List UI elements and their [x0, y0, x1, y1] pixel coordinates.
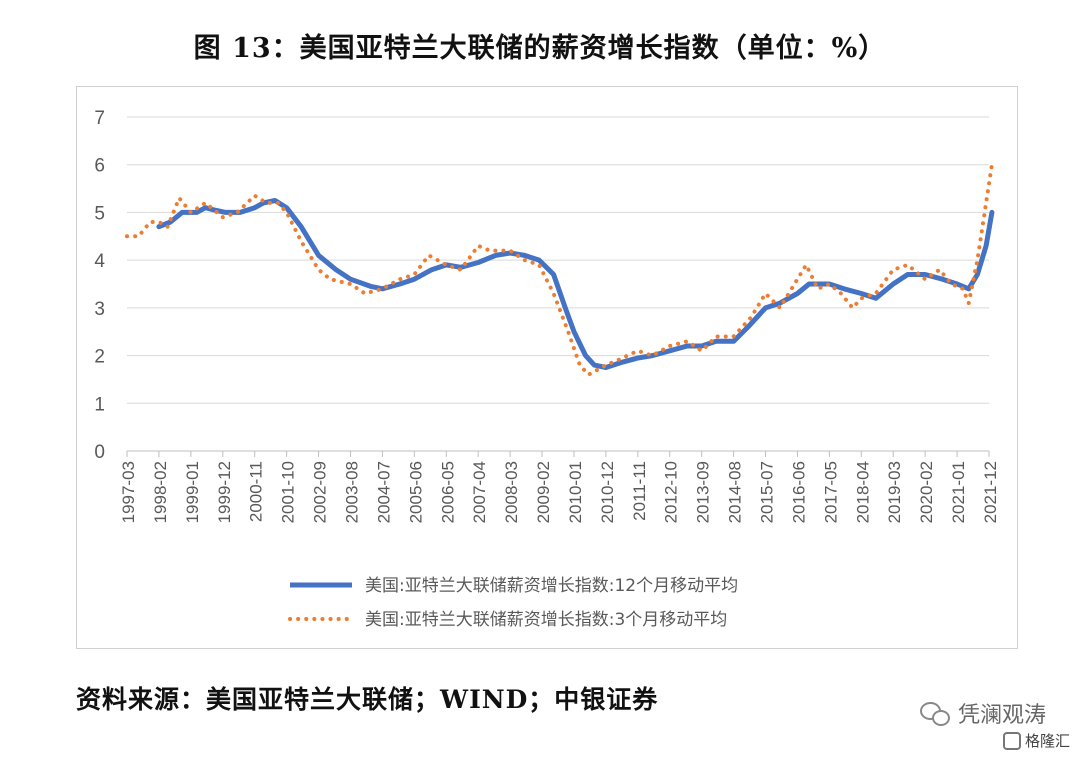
x-tick-label: 2006-05 — [438, 461, 457, 523]
x-tick-label: 2007-04 — [470, 461, 489, 523]
legend-label-ma12: 美国:亚特兰大联储薪资增长指数:12个月移动平均 — [365, 576, 738, 596]
chart-frame: 0 1 2 3 4 5 6 7 1997-03 1998-02 1999-01 1999-12 2000… — [76, 86, 1018, 649]
x-tick-label: 2016-06 — [789, 461, 808, 523]
y-tick-label: 2 — [94, 347, 105, 368]
x-tick-label: 2005-06 — [406, 461, 425, 523]
legend-label-ma3: 美国:亚特兰大联储薪资增长指数:3个月移动平均 — [365, 610, 727, 630]
x-tick-label: 2010-12 — [598, 461, 617, 523]
gelonghui-logo-icon — [1002, 731, 1021, 750]
y-tick-label: 7 — [94, 108, 105, 129]
chart-title: 图 13：美国亚特兰大联储的薪资增长指数（单位：%） — [193, 33, 887, 64]
y-tick-label: 3 — [94, 299, 105, 320]
x-tick-label: 2003-08 — [342, 461, 361, 523]
watermark: 凭澜观涛 — [919, 697, 1046, 729]
x-tick-label: 2021-12 — [981, 461, 1000, 523]
y-tick-label: 0 — [94, 442, 105, 463]
x-tick-label: 2020-02 — [917, 461, 936, 523]
x-tick-label: 2001-10 — [279, 461, 298, 523]
x-tick-label: 2014-08 — [726, 461, 745, 523]
x-tick-label: 2002-09 — [311, 461, 330, 523]
x-tick-label: 2019-03 — [885, 461, 904, 523]
x-tick-label: 2017-05 — [821, 461, 840, 523]
x-tick-label: 2009-02 — [534, 461, 553, 523]
wechat-icon — [919, 700, 950, 726]
x-tick-label: 2015-07 — [758, 461, 777, 523]
y-tick-label: 5 — [94, 203, 105, 224]
x-tick-label: 2010-01 — [566, 461, 585, 523]
x-tick-label: 2013-09 — [694, 461, 713, 523]
series-line-ma12 — [156, 198, 995, 370]
logo: 格隆汇 — [1002, 730, 1070, 751]
x-tick-label: 1998-02 — [151, 461, 170, 523]
x-tick-label: 1997-03 — [119, 461, 138, 523]
x-tick-label: 2011-11 — [630, 461, 649, 521]
line-chart: 0 1 2 3 4 5 6 7 1997-03 1998-02 1999-01 1999-12 2000… — [94, 108, 1000, 630]
x-tick-label: 2004-07 — [374, 461, 393, 523]
source-note: 资料来源：美国亚特兰大联储；WIND；中银证券 — [76, 685, 659, 714]
x-tick-label: 1999-12 — [215, 461, 234, 523]
y-tick-label: 1 — [94, 394, 105, 415]
logo-text: 格隆汇 — [1024, 732, 1070, 750]
x-tick-label: 2000-11 — [247, 461, 266, 522]
y-tick-label: 4 — [94, 251, 105, 272]
x-tick-label: 1999-01 — [183, 461, 202, 523]
series-line-ma3 — [125, 162, 994, 377]
x-tick-label: 2008-03 — [502, 461, 521, 523]
x-tick-label: 2012-10 — [662, 461, 681, 523]
y-tick-label: 6 — [94, 156, 105, 177]
x-tick-label: 2021-01 — [949, 461, 968, 523]
x-tick-label: 2018-04 — [853, 461, 872, 523]
watermark-text: 凭澜观涛 — [957, 703, 1046, 728]
